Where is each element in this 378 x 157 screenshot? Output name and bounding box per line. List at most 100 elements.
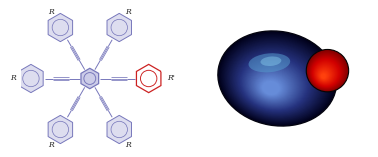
Circle shape — [319, 71, 328, 80]
Circle shape — [318, 69, 330, 81]
Circle shape — [312, 58, 340, 87]
Ellipse shape — [239, 55, 310, 111]
Ellipse shape — [243, 60, 304, 108]
Circle shape — [314, 62, 337, 85]
Text: R: R — [48, 141, 54, 149]
Ellipse shape — [260, 57, 281, 66]
Ellipse shape — [254, 72, 290, 100]
Ellipse shape — [222, 36, 331, 123]
Ellipse shape — [252, 69, 293, 102]
Circle shape — [313, 60, 339, 86]
Circle shape — [310, 56, 342, 88]
Ellipse shape — [244, 61, 303, 108]
Ellipse shape — [218, 31, 336, 126]
Circle shape — [310, 56, 343, 88]
Circle shape — [321, 73, 327, 79]
Ellipse shape — [231, 45, 320, 117]
Ellipse shape — [223, 37, 330, 122]
Ellipse shape — [233, 48, 317, 116]
Ellipse shape — [220, 33, 334, 125]
Ellipse shape — [259, 77, 284, 97]
Circle shape — [319, 71, 329, 80]
Ellipse shape — [226, 40, 326, 120]
Circle shape — [310, 55, 344, 89]
Text: R: R — [125, 141, 131, 149]
Ellipse shape — [229, 44, 322, 118]
Circle shape — [311, 57, 341, 88]
Ellipse shape — [254, 71, 290, 101]
Circle shape — [309, 53, 345, 90]
Circle shape — [312, 59, 340, 87]
Ellipse shape — [251, 68, 294, 103]
Ellipse shape — [235, 50, 314, 114]
Ellipse shape — [228, 43, 323, 119]
Ellipse shape — [246, 62, 301, 107]
Ellipse shape — [219, 33, 335, 125]
Circle shape — [319, 70, 329, 81]
Circle shape — [310, 55, 343, 89]
Text: R: R — [48, 8, 54, 16]
Ellipse shape — [249, 66, 296, 104]
Ellipse shape — [253, 71, 291, 101]
Ellipse shape — [250, 67, 295, 103]
Circle shape — [313, 60, 339, 86]
Circle shape — [314, 63, 336, 84]
Circle shape — [311, 57, 342, 88]
Circle shape — [320, 72, 327, 79]
Circle shape — [309, 54, 344, 89]
Ellipse shape — [249, 66, 297, 105]
Circle shape — [306, 49, 349, 92]
Ellipse shape — [253, 70, 292, 102]
Ellipse shape — [218, 32, 336, 125]
Circle shape — [317, 67, 333, 82]
Ellipse shape — [243, 59, 305, 109]
Ellipse shape — [236, 51, 313, 113]
Circle shape — [307, 50, 348, 92]
Polygon shape — [107, 13, 132, 42]
Ellipse shape — [241, 57, 307, 110]
Ellipse shape — [256, 74, 288, 99]
Ellipse shape — [232, 47, 318, 116]
Ellipse shape — [225, 39, 327, 121]
Circle shape — [308, 52, 346, 90]
Polygon shape — [107, 115, 132, 144]
Circle shape — [321, 74, 326, 79]
Circle shape — [315, 64, 335, 84]
Circle shape — [318, 69, 331, 81]
Ellipse shape — [240, 56, 308, 110]
Circle shape — [312, 59, 339, 87]
Circle shape — [317, 67, 332, 82]
Ellipse shape — [248, 65, 298, 105]
Ellipse shape — [242, 58, 306, 109]
Ellipse shape — [246, 63, 300, 106]
Circle shape — [319, 70, 330, 81]
Circle shape — [316, 66, 333, 83]
Circle shape — [314, 63, 336, 85]
Ellipse shape — [258, 77, 285, 98]
Ellipse shape — [249, 53, 290, 72]
Ellipse shape — [255, 73, 288, 100]
Polygon shape — [81, 68, 99, 89]
Text: R: R — [125, 8, 131, 16]
Ellipse shape — [231, 46, 319, 117]
Circle shape — [314, 62, 337, 85]
Ellipse shape — [237, 53, 311, 112]
Circle shape — [320, 72, 328, 80]
Circle shape — [318, 68, 332, 82]
Ellipse shape — [257, 76, 286, 98]
Ellipse shape — [221, 34, 333, 124]
Ellipse shape — [224, 38, 329, 122]
Text: R': R' — [167, 75, 175, 82]
Circle shape — [307, 51, 347, 91]
Circle shape — [316, 65, 335, 84]
Circle shape — [315, 64, 335, 84]
Circle shape — [313, 61, 338, 86]
Ellipse shape — [234, 49, 316, 115]
Circle shape — [308, 52, 346, 90]
Ellipse shape — [260, 78, 283, 97]
Circle shape — [313, 61, 338, 85]
Ellipse shape — [234, 50, 315, 114]
Circle shape — [307, 50, 348, 91]
Circle shape — [307, 51, 347, 91]
Ellipse shape — [230, 44, 321, 118]
